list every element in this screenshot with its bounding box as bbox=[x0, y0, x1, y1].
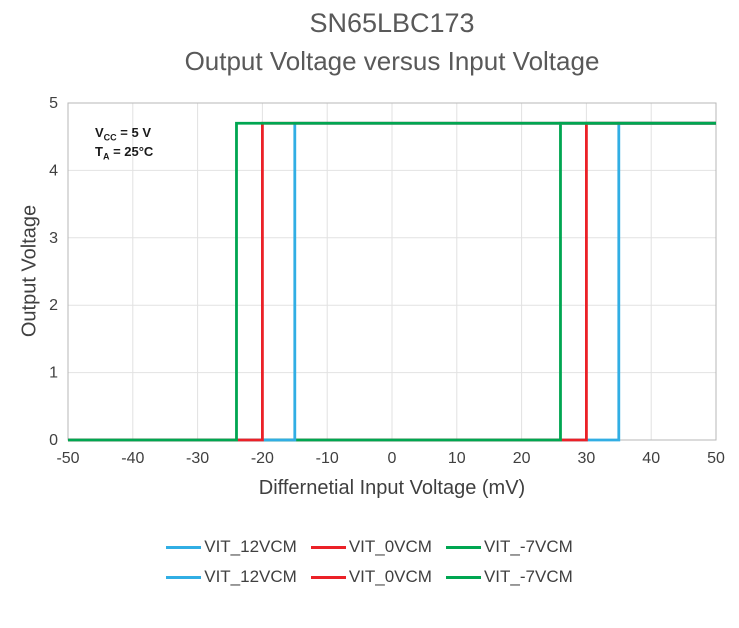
chart-subtitle: Output Voltage versus Input Voltage bbox=[184, 46, 600, 76]
chart-legend: VIT_12VCM VIT_0VCM VIT_-7VCM VIT_12VCM VIT_… bbox=[0, 537, 739, 587]
legend-item: VIT_12VCM bbox=[166, 537, 297, 557]
y-tick-label: 4 bbox=[49, 162, 58, 179]
y-tick-label: 0 bbox=[49, 432, 58, 449]
legend-item: VIT_0VCM bbox=[310, 537, 432, 557]
legend-label: VIT_12VCM bbox=[204, 567, 297, 586]
legend-line-swatch bbox=[310, 575, 346, 579]
ta-condition: TA = 25°C bbox=[95, 144, 154, 162]
x-tick-label: -10 bbox=[316, 450, 339, 467]
chart-title: SN65LBC173 bbox=[309, 8, 475, 38]
plot-area: -50 -40 -30 -20 -10 0 10 20 30 40 50 0 1 2 3 4 5 bbox=[49, 95, 725, 467]
legend-item: VIT_12VCM bbox=[166, 567, 297, 587]
x-tick-label: 50 bbox=[707, 450, 725, 467]
x-tick-label: -20 bbox=[251, 450, 274, 467]
legend-label: VIT_-7VCM bbox=[483, 567, 573, 586]
x-tick-label: 40 bbox=[642, 450, 660, 467]
x-tick-label: 0 bbox=[388, 450, 397, 467]
x-tick-label: 10 bbox=[448, 450, 466, 467]
legend-line-swatch bbox=[166, 545, 202, 549]
y-tick-label: 1 bbox=[49, 365, 58, 382]
x-tick-label: 20 bbox=[513, 450, 531, 467]
y-tick-label: 3 bbox=[49, 230, 58, 247]
x-tick-label: 30 bbox=[578, 450, 596, 467]
legend-line-swatch bbox=[445, 575, 481, 579]
x-tick-label: -30 bbox=[186, 450, 209, 467]
x-tick-label: -50 bbox=[56, 450, 79, 467]
legend-item: VIT_-7VCM bbox=[445, 537, 573, 557]
legend-item: VIT_0VCM bbox=[310, 567, 432, 587]
legend-row-1: VIT_12VCM VIT_0VCM VIT_-7VCM bbox=[166, 567, 573, 587]
test-conditions-annotation: VCC = 5 V TA = 25°C bbox=[95, 125, 153, 164]
legend-label: VIT_0VCM bbox=[348, 567, 432, 586]
legend-line-swatch bbox=[445, 545, 481, 549]
series-line-VIT_-7VCM bbox=[68, 121, 716, 442]
y-tick-label: 2 bbox=[49, 297, 58, 314]
legend-line-swatch bbox=[166, 575, 202, 579]
x-tick-label: -40 bbox=[121, 450, 144, 467]
legend-label: VIT_0VCM bbox=[348, 537, 432, 556]
vcc-condition: VCC = 5 V bbox=[95, 125, 151, 143]
legend-label: VIT_-7VCM bbox=[483, 537, 573, 556]
legend-row-0: VIT_12VCM VIT_0VCM VIT_-7VCM bbox=[166, 537, 573, 557]
x-axis-title: Differnetial Input Voltage (mV) bbox=[258, 477, 526, 499]
legend-label: VIT_12VCM bbox=[204, 537, 297, 556]
legend-line-swatch bbox=[310, 545, 346, 549]
y-tick-label: 5 bbox=[49, 95, 58, 112]
legend-item: VIT_-7VCM bbox=[445, 567, 573, 587]
